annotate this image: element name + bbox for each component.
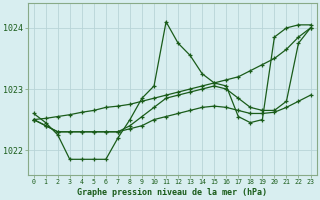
X-axis label: Graphe pression niveau de la mer (hPa): Graphe pression niveau de la mer (hPa) [77,188,267,197]
